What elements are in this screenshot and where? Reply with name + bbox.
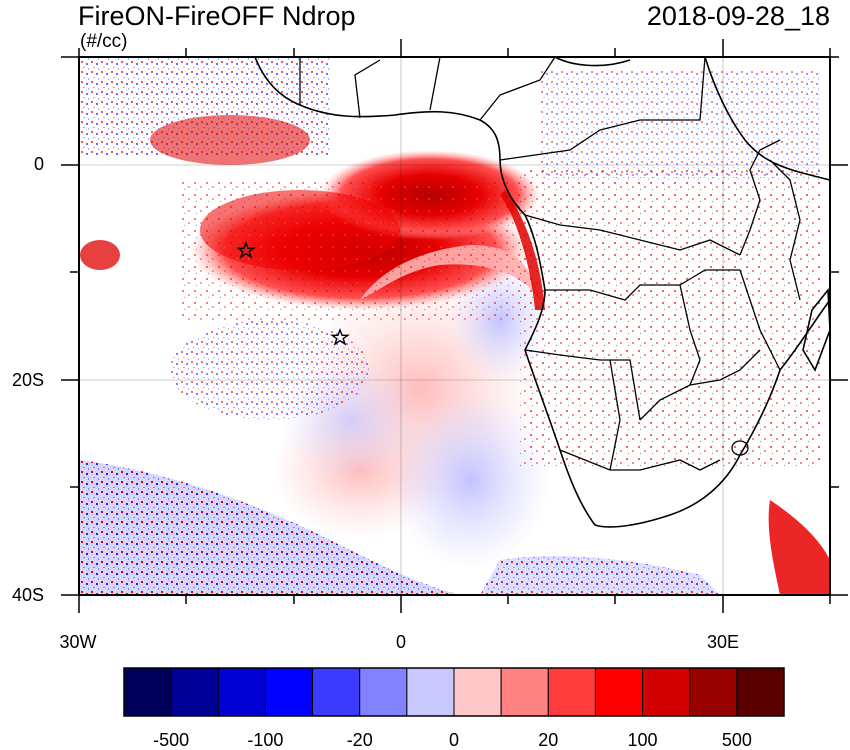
lat-label-0: 0 xyxy=(33,154,44,174)
colorbar-swatch xyxy=(359,667,408,717)
colorbar-swatch xyxy=(312,667,361,717)
colorbar-frame xyxy=(123,667,785,717)
lat-label-20s: 20S xyxy=(11,370,44,390)
map-date: 2018-09-28_18 xyxy=(646,1,830,31)
colorbar-label: -20 xyxy=(346,730,373,750)
colorbar-label: 0 xyxy=(448,730,459,750)
colorbar-swatch xyxy=(689,667,738,717)
map-title: FireON-FireOFF Ndrop xyxy=(78,1,356,31)
colorbar-label: 500 xyxy=(721,730,752,750)
colorbar-swatch xyxy=(642,667,691,717)
colorbar-swatch xyxy=(170,667,219,717)
site-marker-star xyxy=(330,328,350,346)
colorbar-label: 20 xyxy=(538,730,559,750)
colorbar-swatch xyxy=(453,667,502,717)
colorbar-swatch xyxy=(264,667,314,717)
lon-label-30w: 30W xyxy=(59,632,97,652)
colorbar-swatch xyxy=(123,667,172,717)
colorbar-swatch xyxy=(406,667,455,717)
map-units: (#/cc) xyxy=(80,31,128,52)
lon-label-30e: 30E xyxy=(706,632,740,652)
map-field xyxy=(79,57,830,595)
colorbar-label: 100 xyxy=(627,730,658,750)
site-marker-star xyxy=(236,241,256,259)
tick-marks xyxy=(61,39,848,613)
colorbar-swatch xyxy=(500,667,549,717)
graticule xyxy=(79,57,830,595)
country-borders xyxy=(299,57,801,471)
colorbar-swatch xyxy=(736,667,785,717)
colorbar-swatch xyxy=(547,667,596,717)
colorbar-label: -100 xyxy=(247,730,284,750)
map-frame xyxy=(78,56,831,596)
colorbar-label: -500 xyxy=(153,730,190,750)
lat-label-40s: 40S xyxy=(11,585,44,605)
colorbar-swatch xyxy=(217,667,266,717)
colorbar xyxy=(123,667,785,717)
colorbar-swatch xyxy=(594,667,644,717)
lon-label-0: 0 xyxy=(395,632,406,652)
